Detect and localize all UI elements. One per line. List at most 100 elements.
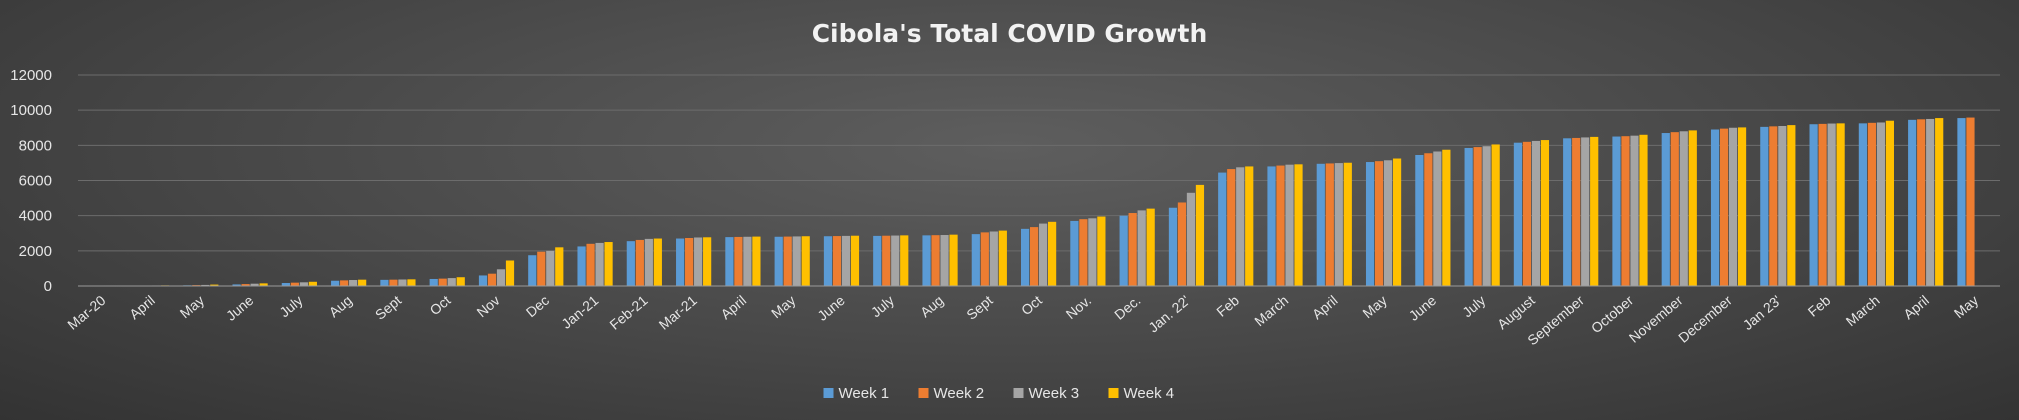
bar [1482,146,1491,286]
bar [873,235,882,286]
x-tick-label: August [1494,292,1538,332]
bar [774,236,783,286]
bar [250,283,259,286]
bar [989,231,998,286]
bar [1227,169,1236,286]
bar [940,235,949,286]
bar [1079,219,1088,286]
y-tick-label: 12000 [10,67,52,84]
x-tick-label: April [126,292,158,322]
bar [407,279,416,286]
bar [1325,163,1334,286]
bar [259,283,268,286]
x-axis-ticks: Mar-20 April May June July Aug Sept Oct Nov Dec Ja… [64,292,1981,348]
x-tick-label: July [276,292,305,320]
bar [1048,221,1057,286]
legend-swatch [823,388,834,398]
bar [1365,162,1375,286]
bar [1867,122,1876,286]
bar [1128,213,1137,286]
bar [1374,161,1384,286]
x-tick-label: Nov [473,292,502,320]
bar [537,251,546,286]
legend-label: Week 3 [1029,385,1080,402]
bar [1818,123,1827,286]
bar [1168,207,1178,286]
x-tick-label: Mar-21 [656,292,700,333]
bar [1464,147,1473,286]
bar [1966,117,1975,286]
bar [1836,123,1845,286]
bar [971,234,980,286]
bar [577,246,586,286]
bar [1442,149,1451,286]
bar [1581,137,1590,286]
legend-swatch [1013,388,1024,398]
y-axis-ticks: 0 2000 4000 6000 8000 10000 12000 [10,67,52,295]
x-tick-label: March [1251,292,1291,329]
bar [281,283,290,286]
bar [949,234,958,286]
bar [299,282,308,286]
bar [478,275,488,286]
bar [832,236,842,286]
bar [1935,118,1944,286]
bar [1021,228,1030,286]
x-tick-label: May [1951,292,1982,321]
bar [1917,119,1926,286]
legend-label: Week 1 [839,385,890,402]
legend-label: Week 4 [1124,385,1175,402]
bar [1710,129,1720,286]
bar [1885,120,1894,286]
bar [1119,215,1128,286]
y-tick-label: 2000 [19,243,52,260]
bar [1276,165,1285,286]
gridlines [78,74,2000,252]
x-tick-label: June [223,292,257,324]
bar [380,279,389,286]
bar [1267,166,1276,286]
bar [882,235,891,286]
bar [1316,163,1325,286]
legend-label: Week 2 [934,385,985,402]
x-tick-label: Nov. [1063,292,1095,322]
bar [1679,131,1688,286]
bar [1858,123,1867,286]
x-tick-label: Jan-21 [558,292,601,332]
bar [980,232,989,286]
bar [998,230,1007,286]
bar [340,280,349,286]
x-tick-label: March [1843,292,1883,329]
x-tick-label: July [1459,292,1488,320]
bar [1737,127,1747,287]
bar [1415,155,1424,286]
bar [644,238,653,286]
bar [1195,184,1205,286]
y-tick-label: 8000 [19,137,52,154]
bar [1343,162,1352,286]
bar [1473,147,1482,286]
bar [1186,192,1196,286]
x-tick-label: Dec. [1111,292,1143,323]
bar [725,237,734,286]
bar [752,236,761,286]
bar [358,279,367,286]
bar [389,279,398,286]
legend-swatch [918,388,929,398]
bars [93,117,1975,287]
bar [841,235,851,286]
bar [743,236,752,286]
bar [1728,127,1738,286]
bar [850,235,860,286]
y-tick-label: 6000 [19,173,52,190]
y-tick-label: 10000 [10,102,52,119]
bar [1039,223,1048,286]
x-tick-label: April [1309,292,1341,322]
bar [1146,208,1155,286]
bar [635,239,644,286]
x-tick-label: Jan 23' [1740,292,1785,333]
chart-title: Cibola's Total COVID Growth [812,19,1208,48]
bar [555,247,564,286]
bar [1294,164,1303,286]
